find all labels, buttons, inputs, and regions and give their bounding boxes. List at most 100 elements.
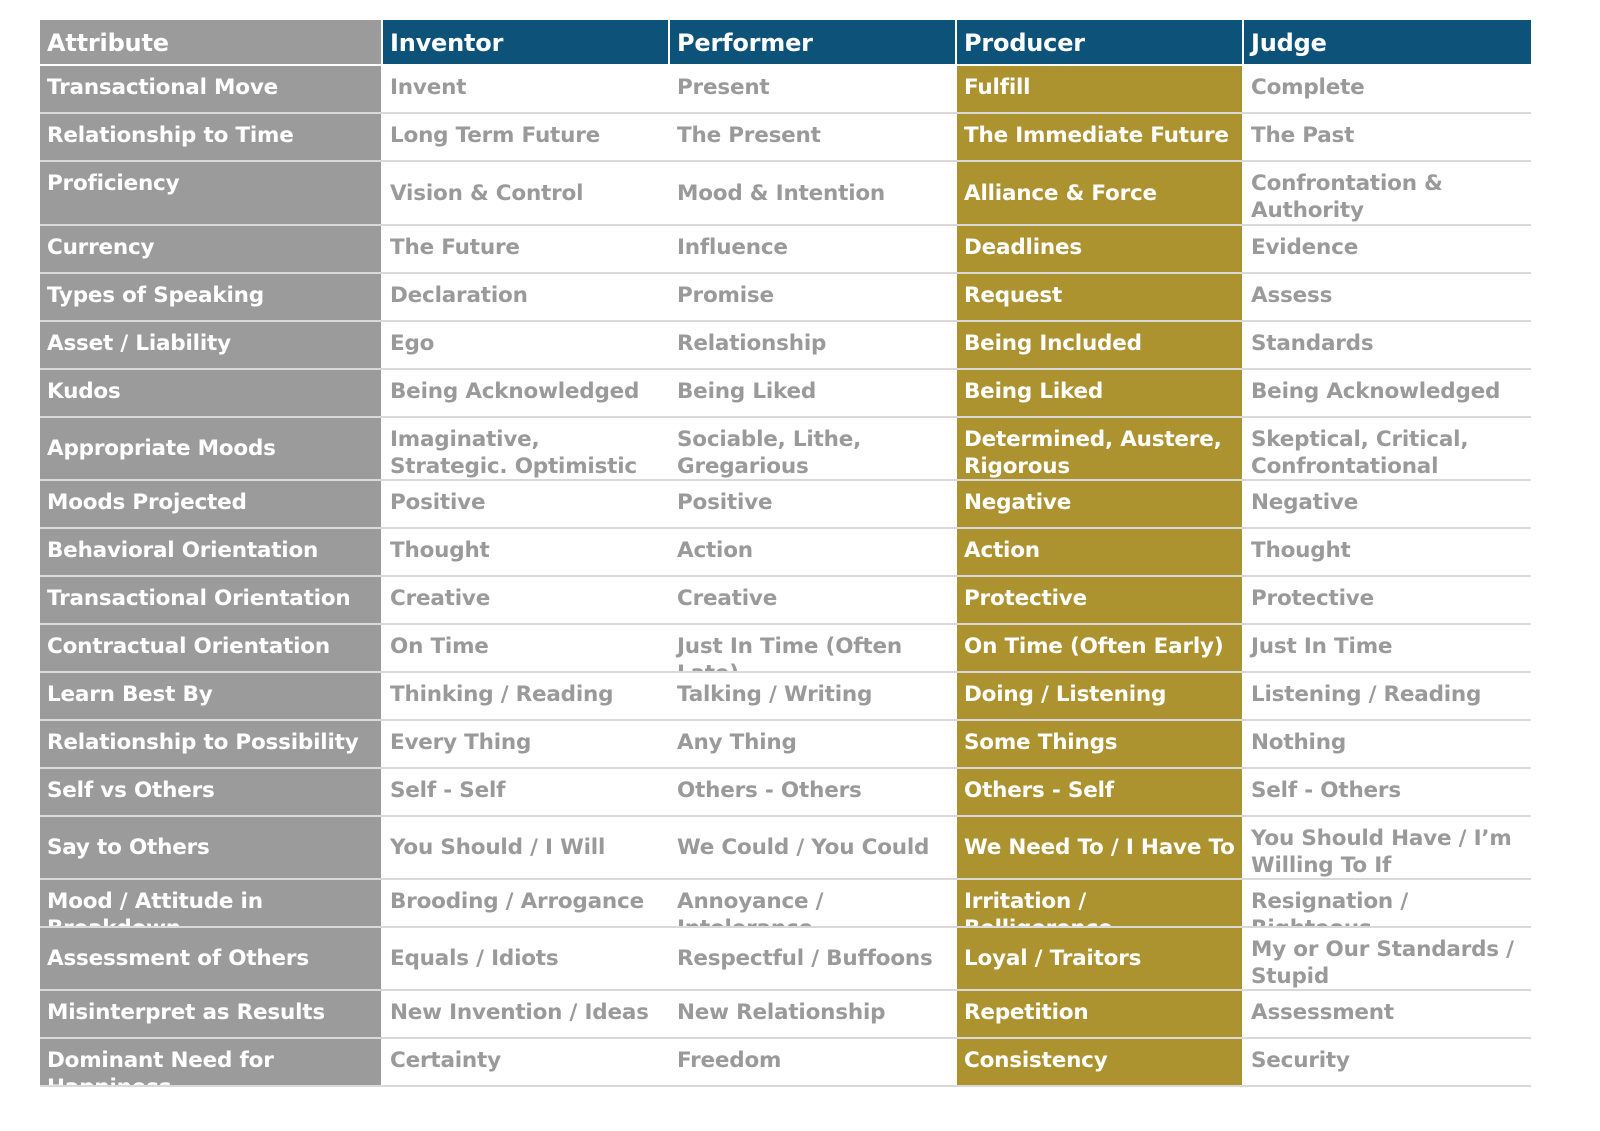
cell-inventor: On Time (390, 634, 489, 659)
cell-performer: Being Liked (677, 379, 817, 404)
cell-inventor: Being Acknowledged (390, 379, 640, 404)
cell-attribute: Learn Best By (40, 673, 383, 719)
cell-producer: Alliance & Force (957, 162, 1244, 224)
cell-producer: Negative (957, 481, 1244, 527)
cell-producer: The Immediate Future (957, 114, 1244, 160)
table-row: Kudos Being Acknowledged Being Liked Being … (40, 370, 1531, 418)
cell-judge: Self - Others (1251, 778, 1401, 803)
cell-judge: Listening / Reading (1251, 682, 1482, 707)
cell-attribute: Say to Others (40, 817, 383, 878)
cell-inventor: The Future (390, 235, 520, 260)
cell-performer: Annoyance / Intolerance (677, 889, 824, 926)
cell-performer: Positive (677, 490, 773, 515)
cell-inventor: Imaginative, Strategic. Optimistic (390, 427, 637, 479)
cell-attribute: Misinterpret as Results (40, 991, 383, 1037)
cell-attribute: Asset / Liability (40, 322, 383, 368)
cell-attribute: Relationship to Time (40, 114, 383, 160)
cell-producer: Deadlines (957, 226, 1244, 272)
table-row: Learn Best By Thinking / Reading Talking /… (40, 673, 1531, 721)
cell-inventor: Every Thing (390, 730, 532, 755)
cell-performer: Promise (677, 283, 774, 308)
cell-judge: Just In Time (1251, 634, 1393, 659)
cell-judge: Confrontation & Authority (1251, 171, 1443, 223)
cell-judge: Evidence (1251, 235, 1359, 260)
cell-producer: Protective (957, 577, 1244, 623)
cell-performer: Freedom (677, 1048, 782, 1073)
cell-performer: Any Thing (677, 730, 797, 755)
cell-judge: Nothing (1251, 730, 1347, 755)
cell-attribute: Currency (40, 226, 383, 272)
cell-inventor: New Invention / Ideas (390, 1000, 649, 1025)
cell-attribute: Mood / Attitude in Breakdown (40, 880, 383, 926)
cell-performer: Sociable, Lithe, Gregarious (677, 427, 862, 479)
cell-attribute: Behavioral Orientation (40, 529, 383, 575)
cell-judge: Security (1251, 1048, 1350, 1073)
cell-judge: You Should Have / I’m Willing To If (1251, 826, 1512, 878)
cell-performer: Respectful / Buffoons (677, 946, 933, 971)
table-row: Types of Speaking Declaration Promise Reque… (40, 274, 1531, 322)
cell-inventor: Thinking / Reading (390, 682, 614, 707)
cell-judge: Protective (1251, 586, 1374, 611)
column-header-producer: Producer (957, 20, 1244, 64)
cell-performer: Influence (677, 235, 788, 260)
cell-performer: We Could / You Could (677, 835, 930, 860)
cell-performer: The Present (677, 123, 821, 148)
cell-judge: Assessment (1251, 1000, 1394, 1025)
cell-attribute: Proficiency (40, 162, 383, 224)
cell-inventor: Vision & Control (390, 180, 584, 206)
cell-judge: Standards (1251, 331, 1374, 356)
table-row: Currency The Future Influence Deadlines Evid… (40, 226, 1531, 274)
cell-producer: Repetition (957, 991, 1244, 1037)
cell-performer: Talking / Writing (677, 682, 873, 707)
cell-producer: Loyal / Traitors (957, 928, 1244, 989)
table-row: Assessment of Others Equals / Idiots Respe… (40, 928, 1531, 991)
cell-producer: Being Liked (957, 370, 1244, 416)
table-row: Dominant Need for Happiness Certainty Free… (40, 1039, 1531, 1087)
cell-producer: Consistency (957, 1039, 1244, 1085)
cell-attribute: Transactional Move (40, 66, 383, 112)
roles-comparison-table: Attribute Inventor Performer Producer Judge T… (40, 20, 1531, 1087)
cell-performer: Action (677, 538, 753, 563)
cell-inventor: Declaration (390, 283, 528, 308)
cell-attribute: Kudos (40, 370, 383, 416)
cell-producer: Irritation / Belligerence (957, 880, 1244, 926)
cell-inventor: You Should / I Will (390, 835, 606, 860)
table-row: Asset / Liability Ego Relationship Being In… (40, 322, 1531, 370)
cell-attribute: Transactional Orientation (40, 577, 383, 623)
cell-judge: Skeptical, Critical, Confrontational (1251, 427, 1469, 479)
column-header-inventor: Inventor (383, 20, 670, 64)
table-row: Mood / Attitude in Breakdown Brooding / A… (40, 880, 1531, 928)
cell-performer: Present (677, 75, 770, 100)
cell-producer: Others - Self (957, 769, 1244, 815)
table-row: Relationship to Time Long Term Future The … (40, 114, 1531, 162)
cell-producer: Action (957, 529, 1244, 575)
cell-judge: Resignation / Righteous (1251, 889, 1408, 926)
table-row: Contractual Orientation On Time Just In Ti… (40, 625, 1531, 673)
cell-attribute: Contractual Orientation (40, 625, 383, 671)
cell-producer: We Need To / I Have To (957, 817, 1244, 878)
cell-producer: On Time (Often Early) (957, 625, 1244, 671)
cell-inventor: Certainty (390, 1048, 501, 1073)
cell-attribute: Relationship to Possibility (40, 721, 383, 767)
table-row: Relationship to Possibility Every Thing An… (40, 721, 1531, 769)
cell-performer: Just In Time (Often Late) (677, 634, 902, 671)
cell-attribute: Dominant Need for Happiness (40, 1039, 383, 1085)
cell-judge: The Past (1251, 123, 1355, 148)
cell-inventor: Invent (390, 75, 467, 100)
cell-inventor: Self - Self (390, 778, 506, 803)
cell-judge: Thought (1251, 538, 1351, 563)
cell-performer: Mood & Intention (677, 180, 886, 206)
cell-performer: Creative (677, 586, 778, 611)
cell-inventor: Ego (390, 331, 435, 356)
table-row: Proficiency Vision & Control Mood & Intent… (40, 162, 1531, 226)
cell-inventor: Long Term Future (390, 123, 601, 148)
cell-inventor: Positive (390, 490, 486, 515)
table-row: Self vs Others Self - Self Others - Others… (40, 769, 1531, 817)
table-row: Transactional Orientation Creative Creativ… (40, 577, 1531, 625)
cell-producer: Fulfill (957, 66, 1244, 112)
cell-judge: Assess (1251, 283, 1333, 308)
cell-attribute: Moods Projected (40, 481, 383, 527)
cell-attribute: Assessment of Others (40, 928, 383, 989)
table-row: Behavioral Orientation Thought Action Actio… (40, 529, 1531, 577)
cell-producer: Determined, Austere, Rigorous (957, 418, 1244, 479)
